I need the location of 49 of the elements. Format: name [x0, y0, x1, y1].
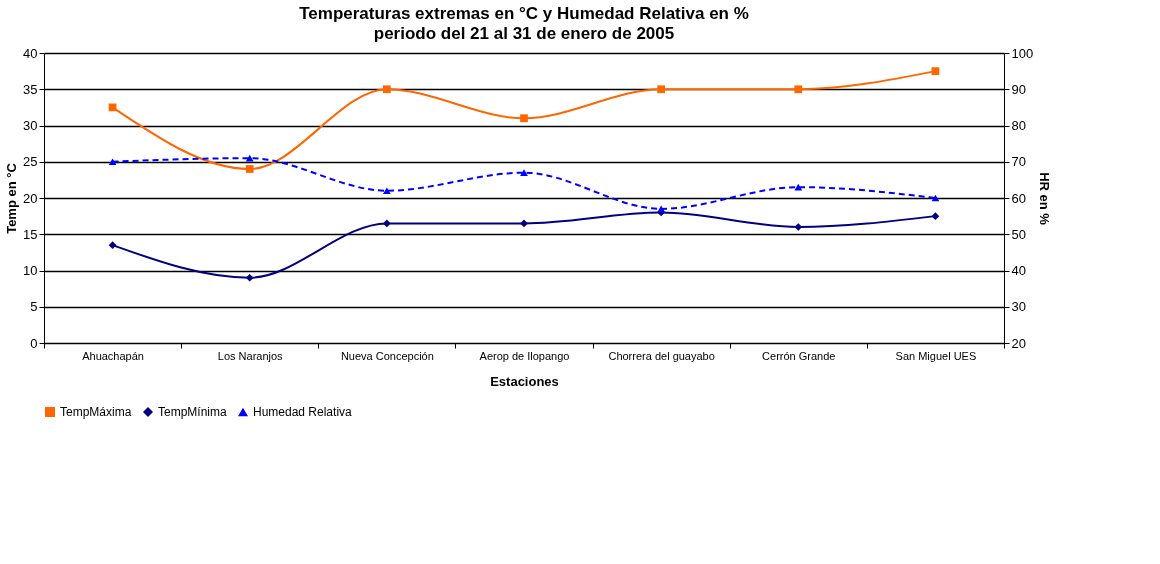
y-tick-label: 40 [23, 45, 38, 61]
y2-tick-label: 40 [1011, 263, 1026, 278]
point [108, 158, 117, 166]
y-axis-title: Temp en °C [4, 162, 20, 234]
point [245, 165, 254, 173]
y-tick-label: 0 [30, 335, 38, 351]
chart-subtitle: periodo del 21 al 31 de enero de 2005 [373, 24, 675, 43]
y2-tick-label: 50 [1011, 226, 1026, 242]
point [108, 241, 117, 249]
legend-label: TempMáxima [60, 405, 132, 419]
y2-tick-label: 20 [1011, 335, 1026, 351]
point [931, 67, 940, 75]
x-tick-label: Los Naranjos [217, 349, 284, 362]
x-axis-title: Estaciones [490, 373, 559, 389]
y-tick-label: 5 [30, 299, 38, 315]
point [657, 205, 666, 213]
y2-tick-label: 100 [1011, 45, 1034, 61]
y2-tick-label: 90 [1011, 81, 1026, 97]
x-tick-label: Chorrera del guayabo [608, 349, 715, 362]
x-tick-label: San Miguel UES [895, 349, 977, 362]
y-tick-label: 30 [23, 118, 38, 133]
y2-tick-label: 30 [1011, 299, 1026, 315]
x-tick-label: Aerop de Ilopango [479, 349, 570, 362]
y2-tick-label: 60 [1011, 190, 1026, 206]
point [657, 85, 666, 94]
y-tick-label: 20 [23, 190, 38, 206]
y2-axis-title: HR en % [1037, 172, 1053, 226]
y-tick-label: 10 [23, 263, 38, 278]
y2-tick-label: 80 [1011, 118, 1026, 133]
point [382, 219, 391, 228]
legend-label: Humedad Relativa [253, 405, 353, 419]
point [520, 114, 528, 123]
point [520, 169, 528, 176]
x-tick-label: Ahuachapán [82, 349, 144, 362]
x-tick-label: Cerrón Grande [762, 349, 836, 362]
point [794, 223, 803, 231]
y-tick-label: 15 [23, 226, 38, 242]
legend-label: TempMínima [158, 405, 228, 419]
chart-title: Temperaturas extremas en °C y Humedad Relativa en % [299, 4, 749, 23]
point [520, 219, 528, 228]
y2-tick-label: 70 [1011, 154, 1026, 170]
point [794, 85, 803, 94]
y-tick-label: 35 [23, 81, 38, 97]
point [382, 187, 391, 195]
x-tick-label: Nueva Concepción [340, 349, 434, 362]
point [382, 85, 391, 94]
point [245, 273, 254, 282]
y-tick-label: 25 [23, 154, 38, 170]
point [931, 212, 940, 220]
